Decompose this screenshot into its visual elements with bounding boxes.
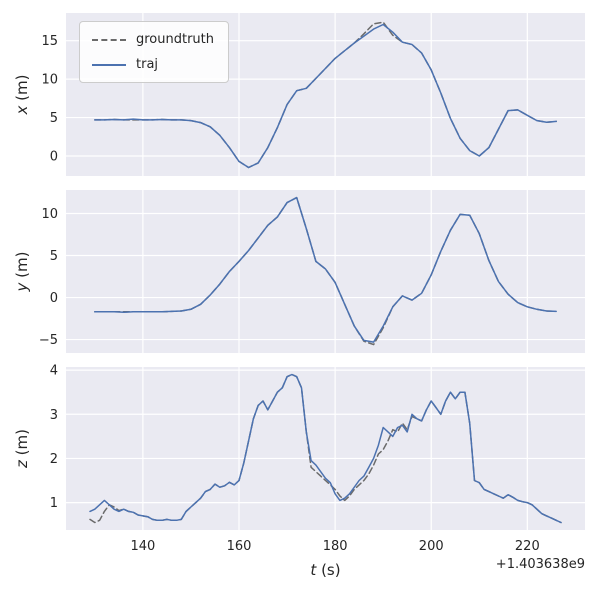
y-tick-label: 4 [50,364,58,379]
y-tick-label: 10 [41,73,58,88]
x-tick-label: 160 [227,539,252,554]
y-tick-label: 1 [50,496,58,511]
groundtruth-line-sample [92,38,126,41]
y-axis-label: z (m) [13,429,31,469]
y-tick-label: 15 [41,34,58,49]
y-tick-label: 5 [50,249,58,264]
x-axis-offset: +1.403638e9 [496,557,585,572]
y-axis-label: x (m) [13,75,31,116]
traj-line [89,373,562,524]
legend: groundtruth traj [79,21,230,83]
y-tick-label: 5 [50,111,58,126]
x-tick-label: 180 [323,539,348,554]
traj-line [94,23,557,169]
legend-label-groundtruth: groundtruth [136,32,215,47]
y-tick-label: −5 [39,333,58,348]
x-tick-label: 220 [515,539,540,554]
plot-area [66,367,585,530]
x-tick-label: 200 [419,539,444,554]
x-tick-label: 140 [130,539,155,554]
traj-line-sample [92,63,126,66]
legend-label-traj: traj [136,57,159,72]
x-axis-label: t (s) [310,561,340,579]
legend-item-traj: traj [92,57,214,72]
y-axis-label: y (m) [13,252,31,293]
plot-area [66,190,585,353]
legend-item-groundtruth: groundtruth [92,32,214,47]
y-tick-label: 3 [50,408,58,423]
y-tick-label: 10 [41,207,58,222]
traj-line [94,196,557,343]
y-tick-label: 2 [50,452,58,467]
y-tick-label: 0 [50,150,58,165]
y-tick-label: 0 [50,291,58,306]
